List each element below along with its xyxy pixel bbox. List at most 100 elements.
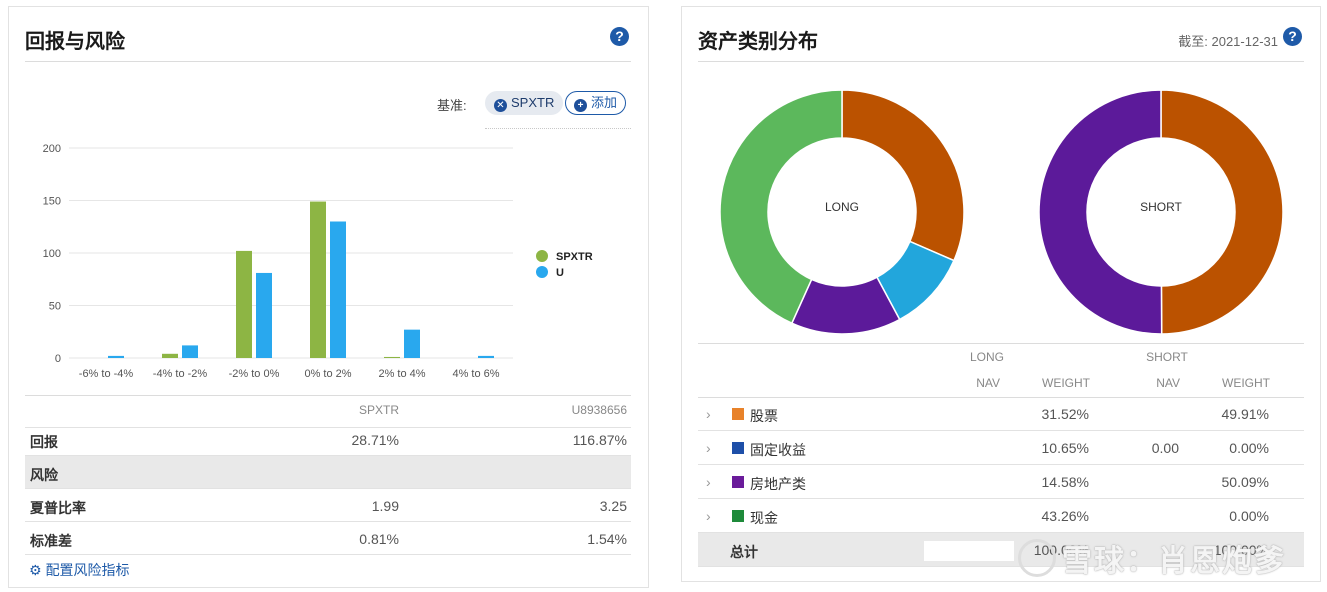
- panel-title: 回报与风险: [25, 31, 125, 53]
- chevron-right-icon[interactable]: ›: [706, 406, 711, 422]
- asset-name: 房地产类: [750, 476, 806, 492]
- y-tick-label: 150: [43, 196, 61, 208]
- donut-slice[interactable]: [1160, 89, 1284, 335]
- cell-value: 116.87%: [572, 432, 627, 448]
- x-tick-label: -4% to -2%: [153, 368, 208, 380]
- color-swatch: [732, 408, 744, 420]
- column-header: WEIGHT: [1042, 376, 1090, 390]
- cell-value: 0.81%: [359, 531, 399, 547]
- y-tick-label: 100: [43, 248, 61, 260]
- y-tick-label: 50: [49, 301, 61, 313]
- donut-slice[interactable]: [719, 89, 843, 325]
- legend-label: U: [556, 267, 564, 279]
- asset-name: 股票: [750, 408, 778, 424]
- asset-class-panel: 资产类别分布 截至: 2021-12-31 ? LONG SHORT LONG …: [681, 6, 1321, 582]
- column-header: U8938656: [571, 403, 627, 417]
- help-icon[interactable]: ?: [1283, 27, 1302, 46]
- row-label: 夏普比率: [30, 500, 86, 516]
- total-row: 总计 100.00% 100.00%: [698, 533, 1304, 567]
- add-button-label: 添加: [591, 95, 618, 110]
- bar-spxtr[interactable]: [384, 356, 400, 358]
- cell-value: 31.52%: [1041, 406, 1089, 422]
- column-group-header: LONG: [969, 350, 1004, 364]
- logo-icon: [1018, 539, 1056, 577]
- cell-value: 14.58%: [1041, 474, 1089, 490]
- cell-value: 100.00%: [1213, 542, 1269, 558]
- cell-value: 1.99: [371, 498, 399, 514]
- benchmark-label: 基准:: [437, 98, 467, 113]
- cell-value: 0.00%: [1229, 440, 1269, 456]
- donut-center-label: SHORT: [1140, 200, 1182, 214]
- add-benchmark-button[interactable]: + 添加: [565, 91, 627, 115]
- redaction-box: [924, 541, 1014, 561]
- long-donut-chart: [719, 89, 965, 335]
- configure-risk-metrics-link[interactable]: ⚙ 配置风险指标: [29, 560, 130, 580]
- asset-row[interactable]: › 现金 43.26% 0.00%: [698, 499, 1304, 533]
- bar-spxtr[interactable]: [236, 250, 252, 358]
- short-donut-chart: [1038, 89, 1284, 335]
- bar-u[interactable]: [182, 345, 198, 358]
- benchmark-chip-label: SPXTR: [511, 95, 555, 110]
- table-row: 夏普比率 1.99 3.25: [25, 489, 631, 522]
- chevron-right-icon[interactable]: ›: [706, 508, 711, 524]
- column-header: NAV: [1156, 376, 1180, 390]
- watermark-text: 雪球：肖恩炮爹: [1062, 545, 1286, 578]
- column-header: NAV: [976, 376, 1000, 390]
- row-label: 回报: [30, 434, 58, 450]
- asset-row[interactable]: › 固定收益 10.65% 0.00 0.00%: [698, 431, 1304, 465]
- y-tick-label: 200: [43, 143, 61, 155]
- donut-center-label: LONG: [824, 200, 859, 214]
- x-tick-label: -6% to -4%: [79, 368, 134, 380]
- return-risk-panel: 回报与风险 ? 基准: ✕ SPXTR + 添加 0 50 100 150 200 -6% t…: [8, 6, 649, 588]
- row-label: 标准差: [30, 533, 72, 549]
- asset-row[interactable]: › 房地产类 14.58% 50.09%: [698, 465, 1304, 499]
- cell-value: 3.25: [599, 498, 627, 514]
- cell-value: 28.71%: [351, 432, 399, 448]
- divider: [698, 61, 1304, 62]
- table-header-row: SPXTR U8938656: [25, 395, 631, 428]
- total-label: 总计: [730, 544, 758, 560]
- bar-u[interactable]: [330, 221, 346, 359]
- plus-icon: +: [574, 99, 587, 112]
- section-label: 风险: [30, 467, 58, 483]
- cell-value: 49.91%: [1221, 406, 1269, 422]
- help-icon[interactable]: ?: [610, 27, 629, 46]
- cell-value: 1.54%: [587, 531, 627, 547]
- divider: [485, 128, 631, 129]
- divider: [25, 395, 631, 396]
- bar-u[interactable]: [256, 272, 272, 358]
- donut-slice[interactable]: [1038, 89, 1163, 335]
- asset-row[interactable]: › 股票 31.52% 49.91%: [698, 397, 1304, 431]
- asset-name: 固定收益: [750, 442, 806, 458]
- remove-icon[interactable]: ✕: [494, 99, 507, 112]
- x-tick-label: -2% to 0%: [229, 368, 280, 380]
- donut-slice[interactable]: [841, 89, 965, 262]
- bar-u[interactable]: [478, 355, 494, 358]
- x-tick-label: 0% to 2%: [304, 368, 351, 380]
- table-row: 标准差 0.81% 1.54%: [25, 522, 631, 555]
- chevron-right-icon[interactable]: ›: [706, 440, 711, 456]
- config-link-label: 配置风险指标: [45, 562, 130, 578]
- panel-title: 资产类别分布: [698, 31, 818, 53]
- divider: [25, 61, 631, 62]
- bar-spxtr[interactable]: [162, 353, 178, 358]
- returns-histogram-chart: 0 50 100 150 200 -6% to -4% -4% to -2% -2% to 0…: [43, 143, 593, 380]
- column-header: SPXTR: [358, 403, 399, 417]
- cell-value: 0.00: [1151, 440, 1179, 456]
- color-swatch: [732, 442, 744, 454]
- column-group-header: SHORT: [1146, 350, 1188, 364]
- cell-value: 43.26%: [1041, 508, 1089, 524]
- bar-u[interactable]: [108, 355, 124, 358]
- benchmark-chip[interactable]: ✕ SPXTR: [485, 91, 564, 115]
- x-tick-label: 4% to 6%: [452, 368, 499, 380]
- bar-u[interactable]: [404, 329, 420, 358]
- bar-spxtr[interactable]: [310, 201, 326, 358]
- x-tick-label: 2% to 4%: [378, 368, 425, 380]
- legend-label: SPXTR: [556, 251, 593, 263]
- divider: [698, 343, 1304, 344]
- divider: [698, 397, 1304, 398]
- watermark: 雪球：肖恩炮爹: [1018, 536, 1286, 580]
- legend-marker: [536, 266, 548, 278]
- as-of-date: 截至: 2021-12-31: [1178, 34, 1278, 49]
- chevron-right-icon[interactable]: ›: [706, 474, 711, 490]
